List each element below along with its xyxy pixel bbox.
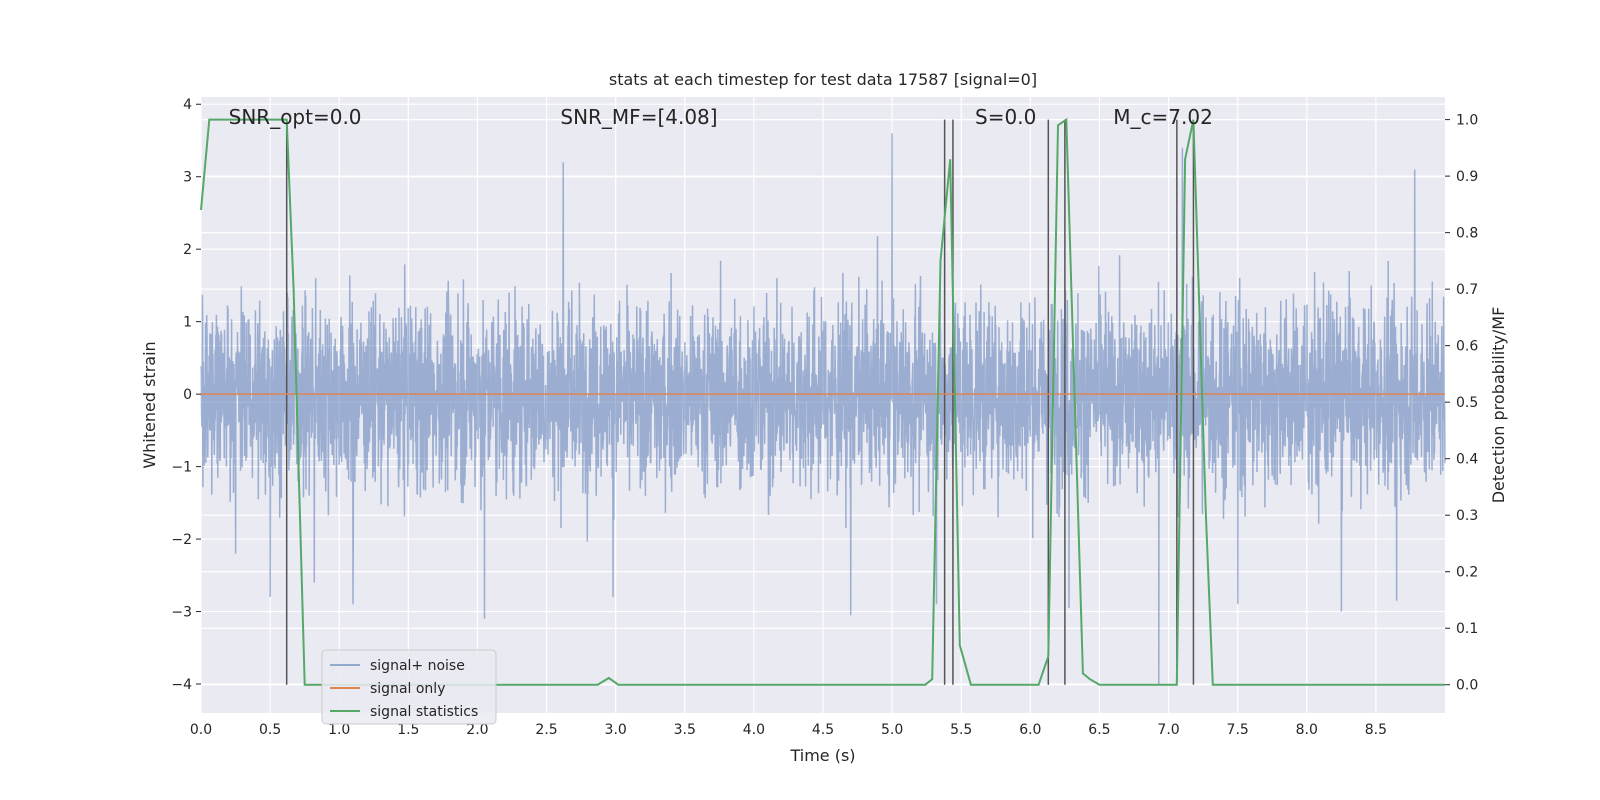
legend-box [321, 649, 497, 725]
annotation: SNR_opt=0.0 [229, 105, 362, 129]
noise-line [200, 133, 1446, 685]
x-tick-label: 5.5 [950, 722, 972, 738]
x-axis-ticks: 0.0 0.5 1.0 1.5 2.0 2.5 3.0 3.5 4.0 4.5 5.0 5.5 6.0 6… [190, 722, 1387, 738]
y-tick-label: −2 [171, 532, 192, 548]
signal-statistics-line [200, 117, 1445, 686]
x-tick-label: 6.5 [1088, 722, 1110, 738]
y-tick-label: 1 [183, 315, 192, 331]
x-tick-label: 2.5 [535, 722, 557, 738]
legend-label: signal+ noise [370, 658, 465, 674]
x-tick-label: 3.0 [605, 722, 627, 738]
y-axis-ticks: −4 −3 −2 −1 0 1 2 3 4 [171, 97, 201, 693]
x-tick-label: 7.0 [1157, 722, 1179, 738]
y2-tick-label: 0.0 [1456, 678, 1478, 694]
x-tick-label: 1.0 [328, 722, 350, 738]
x-tick-label: 1.5 [397, 722, 419, 738]
y2-tick-label: 0.9 [1456, 169, 1478, 185]
y-tick-label: 0 [183, 387, 192, 403]
y-tick-label: −3 [171, 605, 192, 621]
x-tick-label: 2.0 [466, 722, 488, 738]
x-tick-label: 8.5 [1365, 722, 1387, 738]
legend-label: signal only [370, 681, 445, 697]
y-tick-label: 3 [183, 170, 192, 186]
y2-tick-label: 0.4 [1456, 452, 1478, 468]
annotation: SNR_MF=[4.08] [560, 105, 717, 129]
y-axis-label: Whitened strain [140, 341, 159, 468]
x-tick-label: 4.0 [743, 722, 765, 738]
annotation: M_c=7.02 [1113, 105, 1213, 129]
signal-statistics-series [200, 117, 1445, 686]
x-tick-label: 0.0 [190, 722, 212, 738]
y-tick-label: 2 [183, 242, 192, 258]
annotations: SNR_opt=0.0 SNR_MF=[4.08] S=0.0 M_c=7.02 [229, 105, 1213, 129]
x-tick-label: 6.0 [1019, 722, 1041, 738]
x-tick-label: 0.5 [259, 722, 281, 738]
x-tick-label: 7.5 [1227, 722, 1249, 738]
annotation: S=0.0 [975, 105, 1036, 129]
vertical-markers [285, 119, 1195, 685]
y-tick-label: 4 [183, 97, 192, 113]
y2-tick-label: 0.6 [1456, 339, 1478, 355]
y-tick-label: −1 [171, 460, 192, 476]
y2-tick-label: 0.7 [1456, 282, 1478, 298]
y2-axis-label: Detection probability/MF [1489, 307, 1508, 504]
legend: signal+ noise signal only signal statistic… [321, 649, 497, 725]
x-tick-label: 5.0 [881, 722, 903, 738]
y2-tick-label: 0.2 [1456, 565, 1478, 581]
x-tick-label: 3.5 [674, 722, 696, 738]
y2-axis-ticks: 0.0 0.1 0.2 0.3 0.4 0.5 0.6 0.7 0.8 0.9 1.0 [1445, 113, 1478, 694]
legend-label: signal statistics [370, 704, 478, 720]
x-tick-label: 4.5 [812, 722, 834, 738]
y2-tick-label: 0.8 [1456, 226, 1478, 242]
chart-title: stats at each timestep for test data 175… [609, 70, 1037, 89]
noise-series [200, 133, 1446, 685]
x-axis-label: Time (s) [789, 746, 855, 765]
y2-tick-label: 0.5 [1456, 395, 1478, 411]
y2-tick-label: 0.1 [1456, 621, 1478, 637]
y2-tick-label: 1.0 [1456, 113, 1478, 129]
x-tick-label: 8.0 [1296, 722, 1318, 738]
y-tick-label: −4 [171, 677, 192, 693]
y2-tick-label: 0.3 [1456, 508, 1478, 524]
